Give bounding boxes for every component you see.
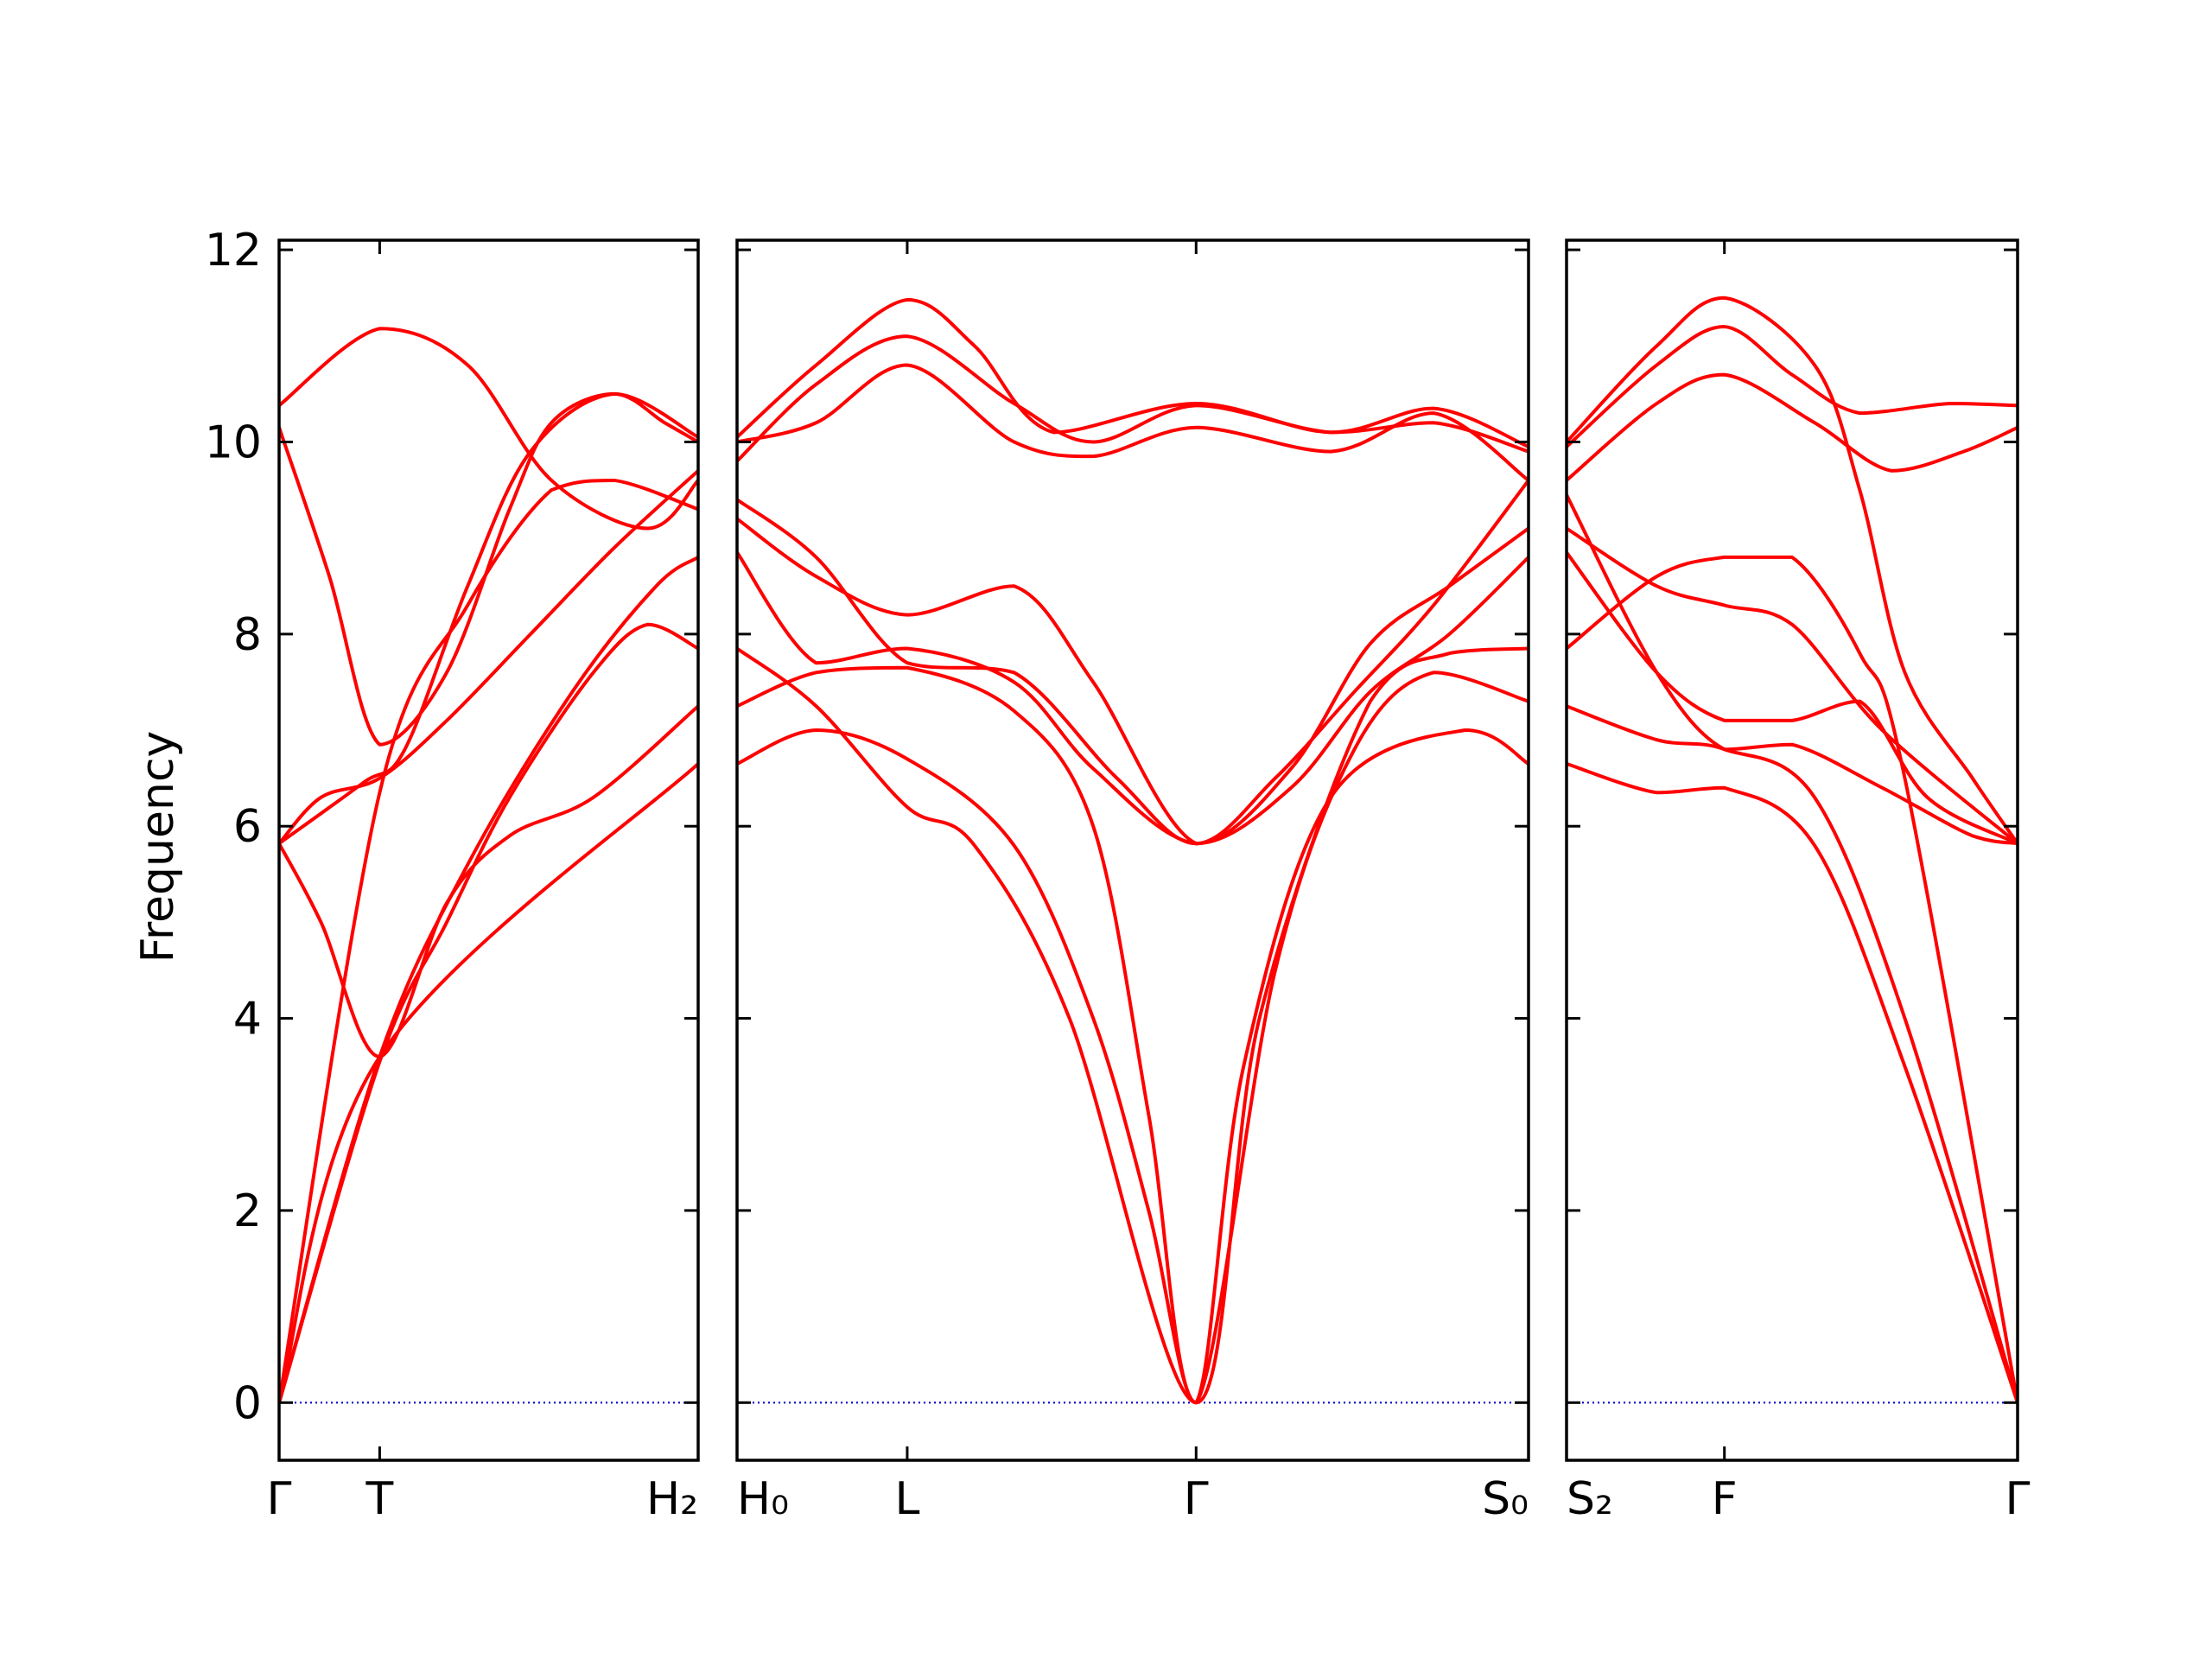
band-9: [279, 555, 698, 1405]
x-tick-label: Γ: [267, 1473, 292, 1525]
band-2: [737, 665, 1529, 1405]
y-tick-label: 6: [233, 801, 262, 853]
band-curves: [279, 327, 698, 1405]
y-tick-label: 0: [233, 1377, 262, 1429]
plot-panels: 0 2 4 6 8 10 12 Γ T H₂ H₀ L Γ S₀ S₂ F Γ: [205, 225, 2031, 1525]
x-tick-label: Γ: [1184, 1473, 1209, 1525]
band-3: [1567, 555, 2018, 1405]
y-tick-label: 4: [233, 994, 262, 1046]
band-7: [279, 327, 698, 531]
panel-3: S₂ F Γ: [1565, 238, 2031, 1525]
x-tick-label: T: [365, 1473, 394, 1525]
y-tick-label: 8: [233, 609, 262, 661]
x-tick-label: S₂: [1567, 1473, 1613, 1525]
band-curves: [737, 297, 1529, 1405]
x-tick-label: L: [894, 1473, 919, 1525]
band-6: [1567, 493, 2018, 846]
band-1: [1567, 761, 2018, 1405]
band-3: [737, 646, 1529, 1405]
band-5: [737, 517, 1529, 846]
band-7: [1567, 325, 2018, 449]
band-9: [1567, 296, 2018, 846]
panel-frame: [277, 238, 700, 1462]
x-tick-label: F: [1712, 1473, 1738, 1525]
band-5: [1567, 526, 2018, 846]
band-4: [737, 550, 1529, 846]
x-tick-label: S₀: [1482, 1473, 1529, 1525]
y-tick-label: 2: [233, 1185, 262, 1237]
y-axis-label: Frequency: [132, 731, 184, 963]
panel-1: 0 2 4 6 8 10 12 Γ T H₂: [205, 225, 700, 1525]
band-8: [737, 363, 1529, 482]
band-8: [279, 391, 698, 846]
x-tick-label: H₂: [646, 1473, 698, 1525]
y-tick-label: 10: [205, 416, 262, 468]
x-tick-label: Γ: [2005, 1473, 2031, 1525]
band-6: [737, 478, 1529, 846]
x-tick-label: H₀: [737, 1473, 789, 1525]
band-2: [1567, 704, 2018, 1405]
panel-frame: [735, 238, 1530, 1462]
panel-2: H₀ L Γ S₀: [735, 238, 1530, 1525]
band-4: [1567, 550, 2018, 846]
band-8: [1567, 372, 2018, 482]
y-tick-label: 12: [205, 225, 262, 276]
band-9: [737, 297, 1529, 449]
band-4: [279, 468, 698, 846]
panel-frame: [1565, 238, 2019, 1462]
band-curves: [1567, 296, 2018, 1405]
